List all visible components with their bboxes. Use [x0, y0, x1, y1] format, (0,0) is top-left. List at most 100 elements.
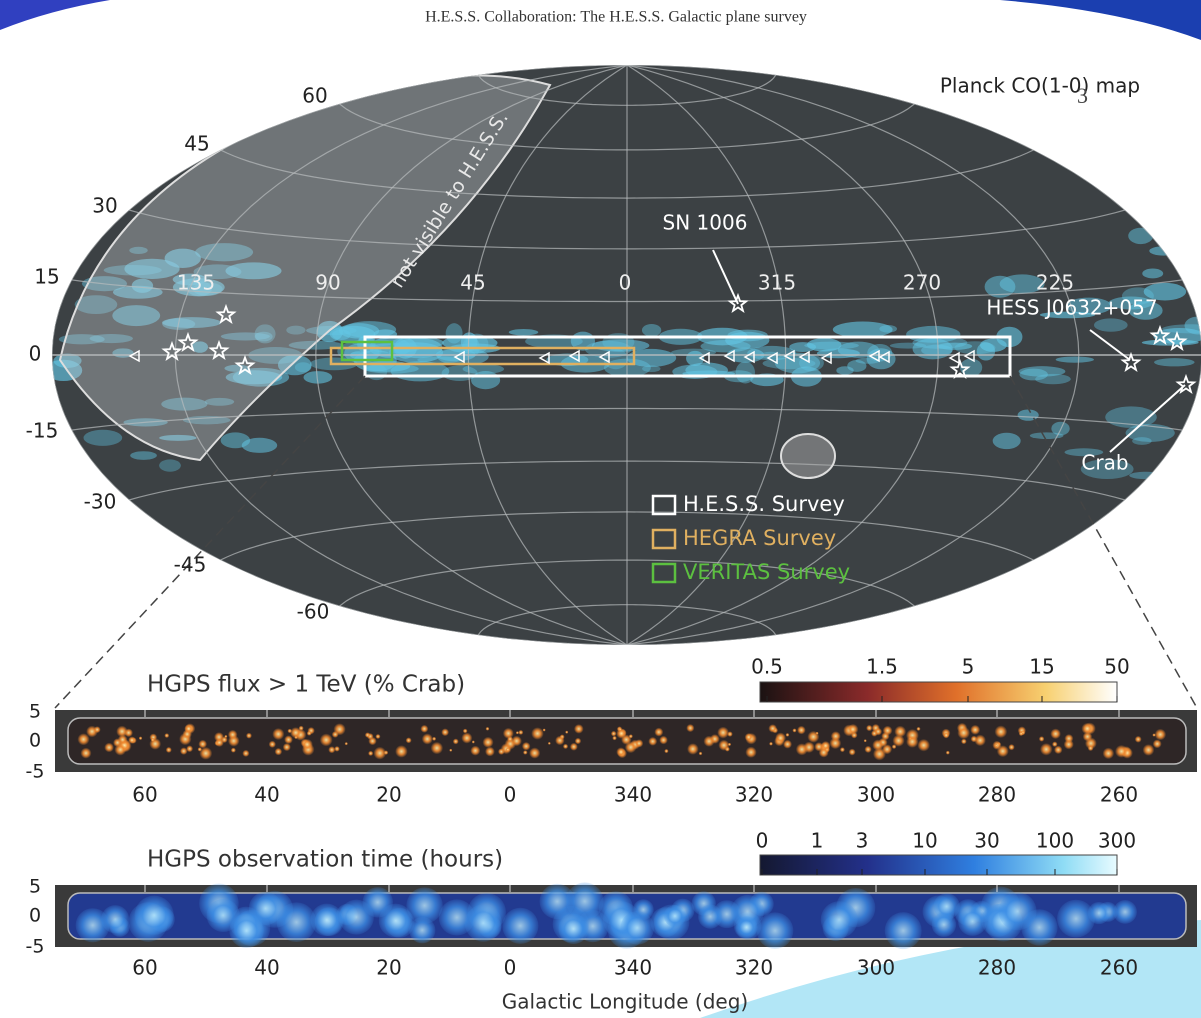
x-tick-label: 340	[614, 783, 652, 807]
colorbar-tick-label: 100	[1036, 829, 1074, 853]
emission	[932, 912, 956, 936]
decoration	[0, 0, 110, 30]
emission	[395, 745, 408, 758]
emission	[654, 728, 663, 737]
emission	[831, 731, 841, 741]
y-tick-label: -5	[26, 761, 45, 783]
emission	[94, 726, 101, 733]
emission	[745, 733, 753, 741]
emission	[943, 732, 949, 738]
x-tick-label: 20	[376, 956, 401, 980]
emission	[917, 739, 930, 752]
emission	[453, 738, 459, 744]
emission	[821, 901, 858, 938]
lat-label: 45	[184, 132, 209, 156]
x-tick-label: 0	[504, 956, 517, 980]
co-emission	[84, 430, 123, 446]
co-emission	[642, 324, 661, 337]
emission	[511, 736, 522, 747]
co-emission	[159, 459, 181, 471]
panel-title: HGPS flux > 1 TeV (% Crab)	[147, 672, 465, 698]
emission	[151, 738, 155, 742]
emission	[957, 727, 970, 740]
colorbar-tick-label: 0.5	[751, 655, 783, 679]
emission	[629, 734, 633, 738]
emission	[745, 747, 756, 758]
x-tick-label: 280	[978, 956, 1016, 980]
y-tick-label: 0	[29, 905, 41, 927]
emission	[1054, 746, 1062, 754]
emission	[1113, 900, 1137, 924]
emission	[277, 902, 317, 942]
emission	[1153, 739, 1162, 748]
emission	[574, 724, 584, 734]
emission	[840, 747, 845, 752]
emission	[320, 734, 333, 747]
legend: H.E.S.S. Survey HEGRA Survey VERITAS Sur…	[653, 492, 850, 584]
emission	[368, 751, 373, 756]
emission	[906, 736, 918, 748]
x-tick-label: 0	[504, 783, 517, 807]
emission	[664, 905, 686, 927]
emission	[783, 740, 792, 749]
emission	[128, 736, 135, 743]
lat-label: 60	[302, 84, 327, 108]
lat-label: -60	[297, 600, 330, 624]
co-emission	[1128, 228, 1153, 244]
lon-label: 45	[460, 271, 485, 295]
emission	[703, 736, 714, 747]
emission	[431, 742, 443, 754]
emission	[449, 749, 452, 752]
emission	[807, 731, 819, 743]
emission	[769, 742, 773, 746]
emission	[686, 724, 694, 732]
page-number: 3	[1077, 83, 1088, 108]
emission	[269, 741, 276, 748]
emission	[995, 725, 1008, 738]
co-emission	[1035, 374, 1071, 384]
x-tick-label: 40	[254, 956, 279, 980]
annotation: Crab	[1081, 451, 1128, 475]
emission	[892, 744, 897, 749]
lon-label: 0	[619, 271, 632, 295]
emission	[518, 730, 523, 735]
emission	[422, 733, 433, 744]
emission	[284, 735, 293, 744]
x-tick-label: 320	[735, 956, 773, 980]
emission	[1057, 900, 1095, 938]
co-emission	[337, 341, 382, 361]
emission	[272, 728, 284, 740]
emission	[687, 743, 699, 755]
emission	[958, 907, 987, 936]
x-tick-label: 60	[132, 956, 157, 980]
emission	[113, 738, 122, 747]
emission	[229, 914, 263, 948]
lon-label: 135	[177, 271, 215, 295]
emission	[873, 748, 886, 761]
emission	[1019, 731, 1024, 736]
lat-label: 0	[29, 342, 42, 366]
emission	[183, 729, 192, 738]
colorbar-tick-label: 10	[912, 829, 937, 853]
emission	[718, 740, 729, 751]
emission	[849, 749, 856, 756]
emission	[566, 882, 604, 920]
emission	[199, 747, 212, 760]
x-tick-label: 300	[857, 783, 895, 807]
emission	[228, 730, 238, 740]
x-tick-label: 320	[735, 783, 773, 807]
emission	[612, 736, 617, 741]
emission	[275, 748, 283, 756]
figure: H.E.S.S. Collaboration: The H.E.S.S. Gal…	[0, 0, 1201, 1018]
emission	[555, 736, 564, 745]
x-axis-label: Galactic Longitude (deg)	[502, 990, 748, 1014]
emission	[699, 752, 703, 756]
emission	[101, 905, 129, 933]
x-tick-label: 20	[376, 783, 401, 807]
emission	[164, 733, 169, 738]
emission	[505, 747, 510, 752]
emission	[866, 725, 872, 731]
co-emission	[799, 355, 824, 371]
emission	[441, 728, 449, 736]
colorbar-tick-label: 3	[856, 829, 869, 853]
